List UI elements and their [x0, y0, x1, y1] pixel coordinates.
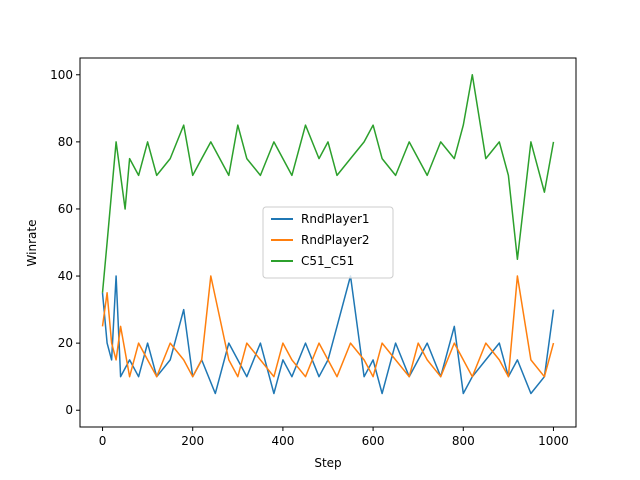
y-tick-label: 0 — [65, 403, 73, 417]
x-tick-label: 200 — [181, 434, 204, 448]
y-axis-ticks: 0 20 40 60 80 100 — [50, 68, 80, 417]
plot-frame — [79, 57, 577, 428]
series-line-rndplayer2 — [101, 275, 555, 378]
series-line-rndplayer1 — [101, 275, 555, 395]
x-tick-label: 600 — [362, 434, 385, 448]
x-tick-label: 400 — [271, 434, 294, 448]
x-axis-label: Step — [314, 456, 341, 470]
y-axis-label: Winrate — [25, 220, 39, 267]
y-tick-label: 80 — [58, 135, 73, 149]
y-tick-label: 60 — [58, 202, 73, 216]
legend-label: RndPlayer1 — [301, 212, 370, 226]
x-tick-label: 0 — [99, 434, 107, 448]
legend-box — [262, 206, 394, 279]
x-axis-ticks: 0 200 400 600 800 1000 — [99, 427, 569, 448]
y-tick-label: 20 — [58, 336, 73, 350]
x-tick-label: 800 — [452, 434, 475, 448]
plot-lines — [101, 74, 555, 395]
legend: RndPlayer1 RndPlayer2 C51_C51 — [262, 206, 394, 279]
series-line-c51-c51 — [101, 74, 555, 293]
y-tick-label: 100 — [50, 68, 73, 82]
legend-label: RndPlayer2 — [301, 233, 370, 247]
y-tick-label: 40 — [58, 269, 73, 283]
x-tick-label: 1000 — [538, 434, 569, 448]
legend-label: C51_C51 — [301, 254, 354, 268]
